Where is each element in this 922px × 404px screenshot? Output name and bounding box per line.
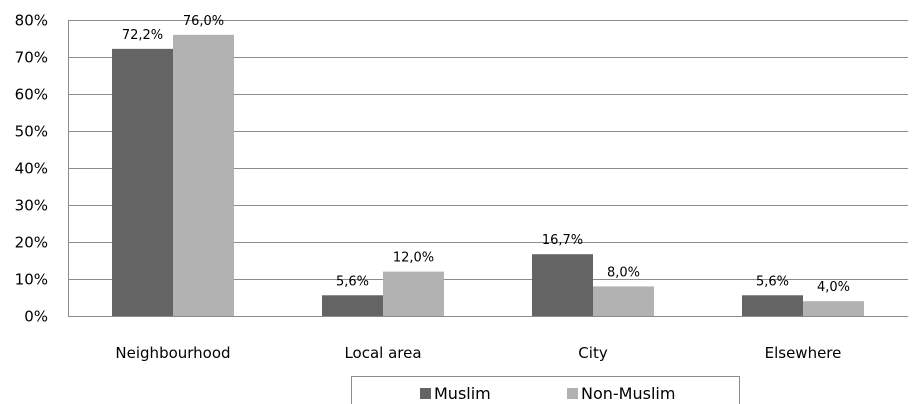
- y-tick-label: 50%: [15, 123, 48, 141]
- data-label: 5,6%: [336, 274, 369, 289]
- data-label: 76,0%: [183, 14, 224, 29]
- data-label: 5,6%: [756, 274, 789, 289]
- legend: Muslim Non-Muslim: [351, 376, 740, 404]
- legend-label: Muslim: [434, 384, 491, 403]
- legend-label: Non-Muslim: [581, 384, 675, 403]
- data-label: 4,0%: [817, 280, 850, 295]
- y-axis-ticks: 0% 10% 20% 30% 40% 50% 60% 70% 80%: [15, 12, 48, 326]
- bar-muslim: [532, 254, 593, 316]
- y-tick-label: 30%: [15, 197, 48, 215]
- y-tick-label: 10%: [15, 271, 48, 289]
- bars: [112, 34, 864, 317]
- y-tick-label: 60%: [15, 86, 48, 104]
- x-axis-ticks: Neighbourhood Local area City Elsewhere: [115, 344, 841, 362]
- x-tick-label: City: [578, 344, 608, 362]
- bar-non-muslim: [173, 34, 234, 317]
- data-label: 16,7%: [542, 233, 583, 248]
- y-tick-label: 70%: [15, 49, 48, 67]
- bar-non-muslim: [593, 286, 654, 316]
- bar-muslim: [322, 295, 383, 316]
- x-tick-label: Local area: [344, 344, 421, 362]
- bar-muslim: [742, 295, 803, 316]
- data-labels: 72,2% 76,0% 5,6% 12,0% 16,7% 8,0% 5,6% 4,0%: [122, 14, 850, 295]
- legend-swatch: [420, 388, 431, 399]
- y-tick-label: 80%: [15, 12, 48, 30]
- x-tick-label: Neighbourhood: [115, 344, 230, 362]
- data-label: 72,2%: [122, 28, 163, 43]
- x-tick-label: Elsewhere: [765, 344, 842, 362]
- bar-muslim: [112, 48, 173, 317]
- bar-non-muslim: [383, 271, 444, 316]
- bar-non-muslim: [803, 301, 864, 316]
- legend-box: [351, 376, 740, 404]
- legend-swatch: [567, 388, 578, 399]
- data-label: 8,0%: [607, 265, 640, 280]
- data-label: 12,0%: [393, 251, 434, 266]
- y-tick-label: 20%: [15, 234, 48, 252]
- y-tick-label: 0%: [24, 308, 48, 326]
- y-tick-label: 40%: [15, 160, 48, 178]
